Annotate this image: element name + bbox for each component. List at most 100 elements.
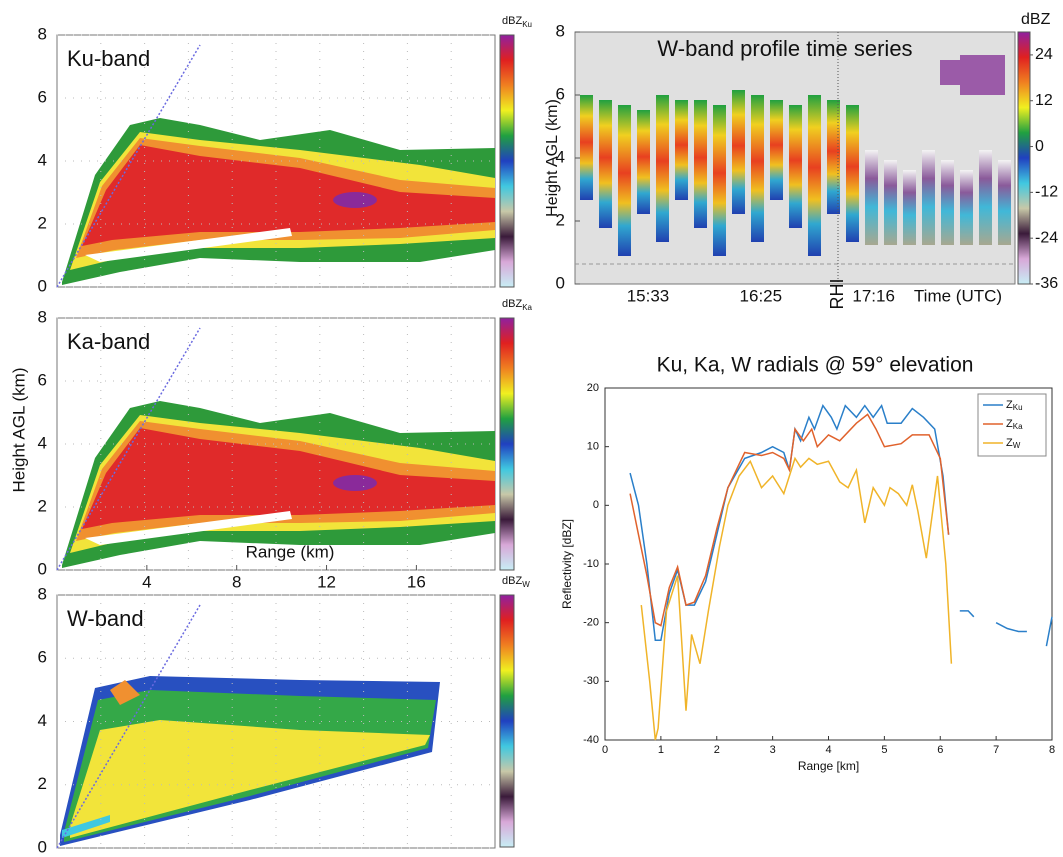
y-tick-label: -40 — [583, 734, 599, 746]
colorbar-tick-label: -12 — [1035, 184, 1058, 201]
y-axis-label: Reflectivity [dBZ] — [560, 519, 574, 609]
x-tick-label: 12 — [317, 572, 336, 591]
legend-label-sub: Ka — [1013, 422, 1023, 431]
x-tick-label: 2 — [714, 744, 720, 756]
colorbar — [499, 317, 515, 571]
y-tick-label: 0 — [556, 273, 565, 292]
profile-column — [998, 160, 1011, 245]
x-tick-label: 15:33 — [627, 286, 670, 305]
reflectivity-field — [82, 145, 495, 246]
panel-label: Ka-band — [67, 329, 150, 354]
colorbar — [499, 594, 515, 848]
profile-column — [789, 105, 802, 228]
legend-label: ZKa — [1006, 418, 1023, 431]
profile-column — [751, 95, 764, 242]
profile-column — [599, 100, 612, 228]
x-tick-label: 8 — [1049, 744, 1055, 756]
y-tick-label: 8 — [556, 21, 565, 40]
profile-column — [637, 110, 650, 214]
x-tick-label: 8 — [232, 572, 241, 591]
y-tick-label: -30 — [583, 675, 599, 687]
profile-column — [713, 105, 726, 256]
colorbar-tick-label: 0 — [1035, 138, 1044, 155]
colorbar-label: dBZ — [1021, 11, 1051, 28]
reflectivity-field — [70, 720, 430, 838]
legend-label-sub: Ku — [1013, 403, 1023, 412]
profile-column — [846, 105, 859, 242]
profile-column — [903, 170, 916, 245]
profile-column — [941, 160, 954, 245]
y-tick-label: -10 — [583, 558, 599, 570]
y-axis-label: Height AGL (km) — [9, 367, 28, 492]
legend-label: ZKu — [1006, 399, 1023, 412]
y-tick-label: 8 — [38, 584, 47, 603]
profile-column — [580, 95, 593, 200]
colorbar-label: dBZKu — [502, 15, 532, 29]
colorbar-tick-label: 12 — [1035, 92, 1053, 109]
colorbar-label-main: dBZ — [502, 575, 522, 587]
y-tick-label: 0 — [38, 559, 47, 578]
profile-column — [960, 55, 1005, 95]
series-line — [629, 403, 1053, 647]
y-tick-label: 0 — [38, 837, 47, 856]
elevation-line — [56, 327, 201, 571]
y-tick-label: 0 — [38, 276, 47, 295]
y-tick-label: 8 — [38, 307, 47, 326]
field-low — [62, 815, 110, 838]
y-tick-label: 4 — [38, 711, 47, 730]
y-tick-label: 2 — [38, 213, 47, 232]
colorbar-label-main: dBZ — [502, 15, 522, 27]
y-tick-label: 6 — [38, 648, 47, 667]
colorbar-label: dBZW — [502, 575, 530, 589]
x-axis-label: Time (UTC) — [914, 286, 1002, 305]
colorbar-label-sub: W — [522, 580, 530, 589]
y-tick-label: 6 — [38, 370, 47, 389]
x-tick-label: 6 — [937, 744, 943, 756]
reflectivity-field — [110, 680, 140, 705]
profile-column — [960, 170, 973, 245]
legend-label-main: Z — [1006, 399, 1013, 411]
profile-column — [770, 100, 783, 200]
panel-label: W-band — [67, 606, 144, 631]
colorbar-tick-label: 24 — [1035, 46, 1053, 63]
legend-label-main: Z — [1006, 418, 1013, 430]
x-axis-label: Range (km) — [246, 542, 335, 561]
y-tick-label: 6 — [38, 87, 47, 106]
colorbar-label-main: dBZ — [502, 298, 522, 310]
y-tick-label: 4 — [38, 150, 47, 169]
y-tick-label: 8 — [38, 24, 47, 43]
x-tick-label: 4 — [825, 744, 831, 756]
profile-column — [865, 150, 878, 245]
profile-column — [618, 105, 631, 256]
y-tick-label: 10 — [587, 441, 599, 453]
panel-title: W-band profile time series — [657, 36, 912, 61]
field-gap — [85, 511, 292, 545]
profile-column — [940, 60, 960, 85]
profile-column — [827, 100, 840, 214]
panel-label: Ku-band — [67, 46, 150, 71]
colorbar — [499, 34, 515, 288]
elevation-line — [56, 44, 201, 288]
annotation: RHI — [827, 279, 847, 310]
profile-column — [884, 160, 897, 245]
y-axis-label: Height AGL (km) — [544, 99, 561, 217]
colorbar-label: dBZKa — [502, 298, 533, 312]
chart-title: Ku, Ka, W radials @ 59° elevation — [657, 354, 974, 377]
x-tick-label: 16 — [407, 572, 426, 591]
y-tick-label: 2 — [38, 496, 47, 515]
colorbar-label-sub: Ka — [522, 303, 532, 312]
x-tick-label: 1 — [658, 744, 664, 756]
y-tick-label: 2 — [38, 774, 47, 793]
x-tick-label: 0 — [602, 744, 608, 756]
x-tick-label: 17:16 — [852, 286, 895, 305]
profile-column — [808, 95, 821, 256]
y-tick-label: 6 — [556, 84, 565, 103]
y-tick-label: 0 — [593, 499, 599, 511]
y-tick-label: 4 — [556, 147, 565, 166]
reflectivity-core — [333, 475, 377, 491]
colorbar-tick-label: -36 — [1035, 275, 1058, 292]
series-line — [629, 413, 950, 627]
series-line — [640, 456, 953, 741]
legend-label-sub: W — [1013, 441, 1021, 450]
